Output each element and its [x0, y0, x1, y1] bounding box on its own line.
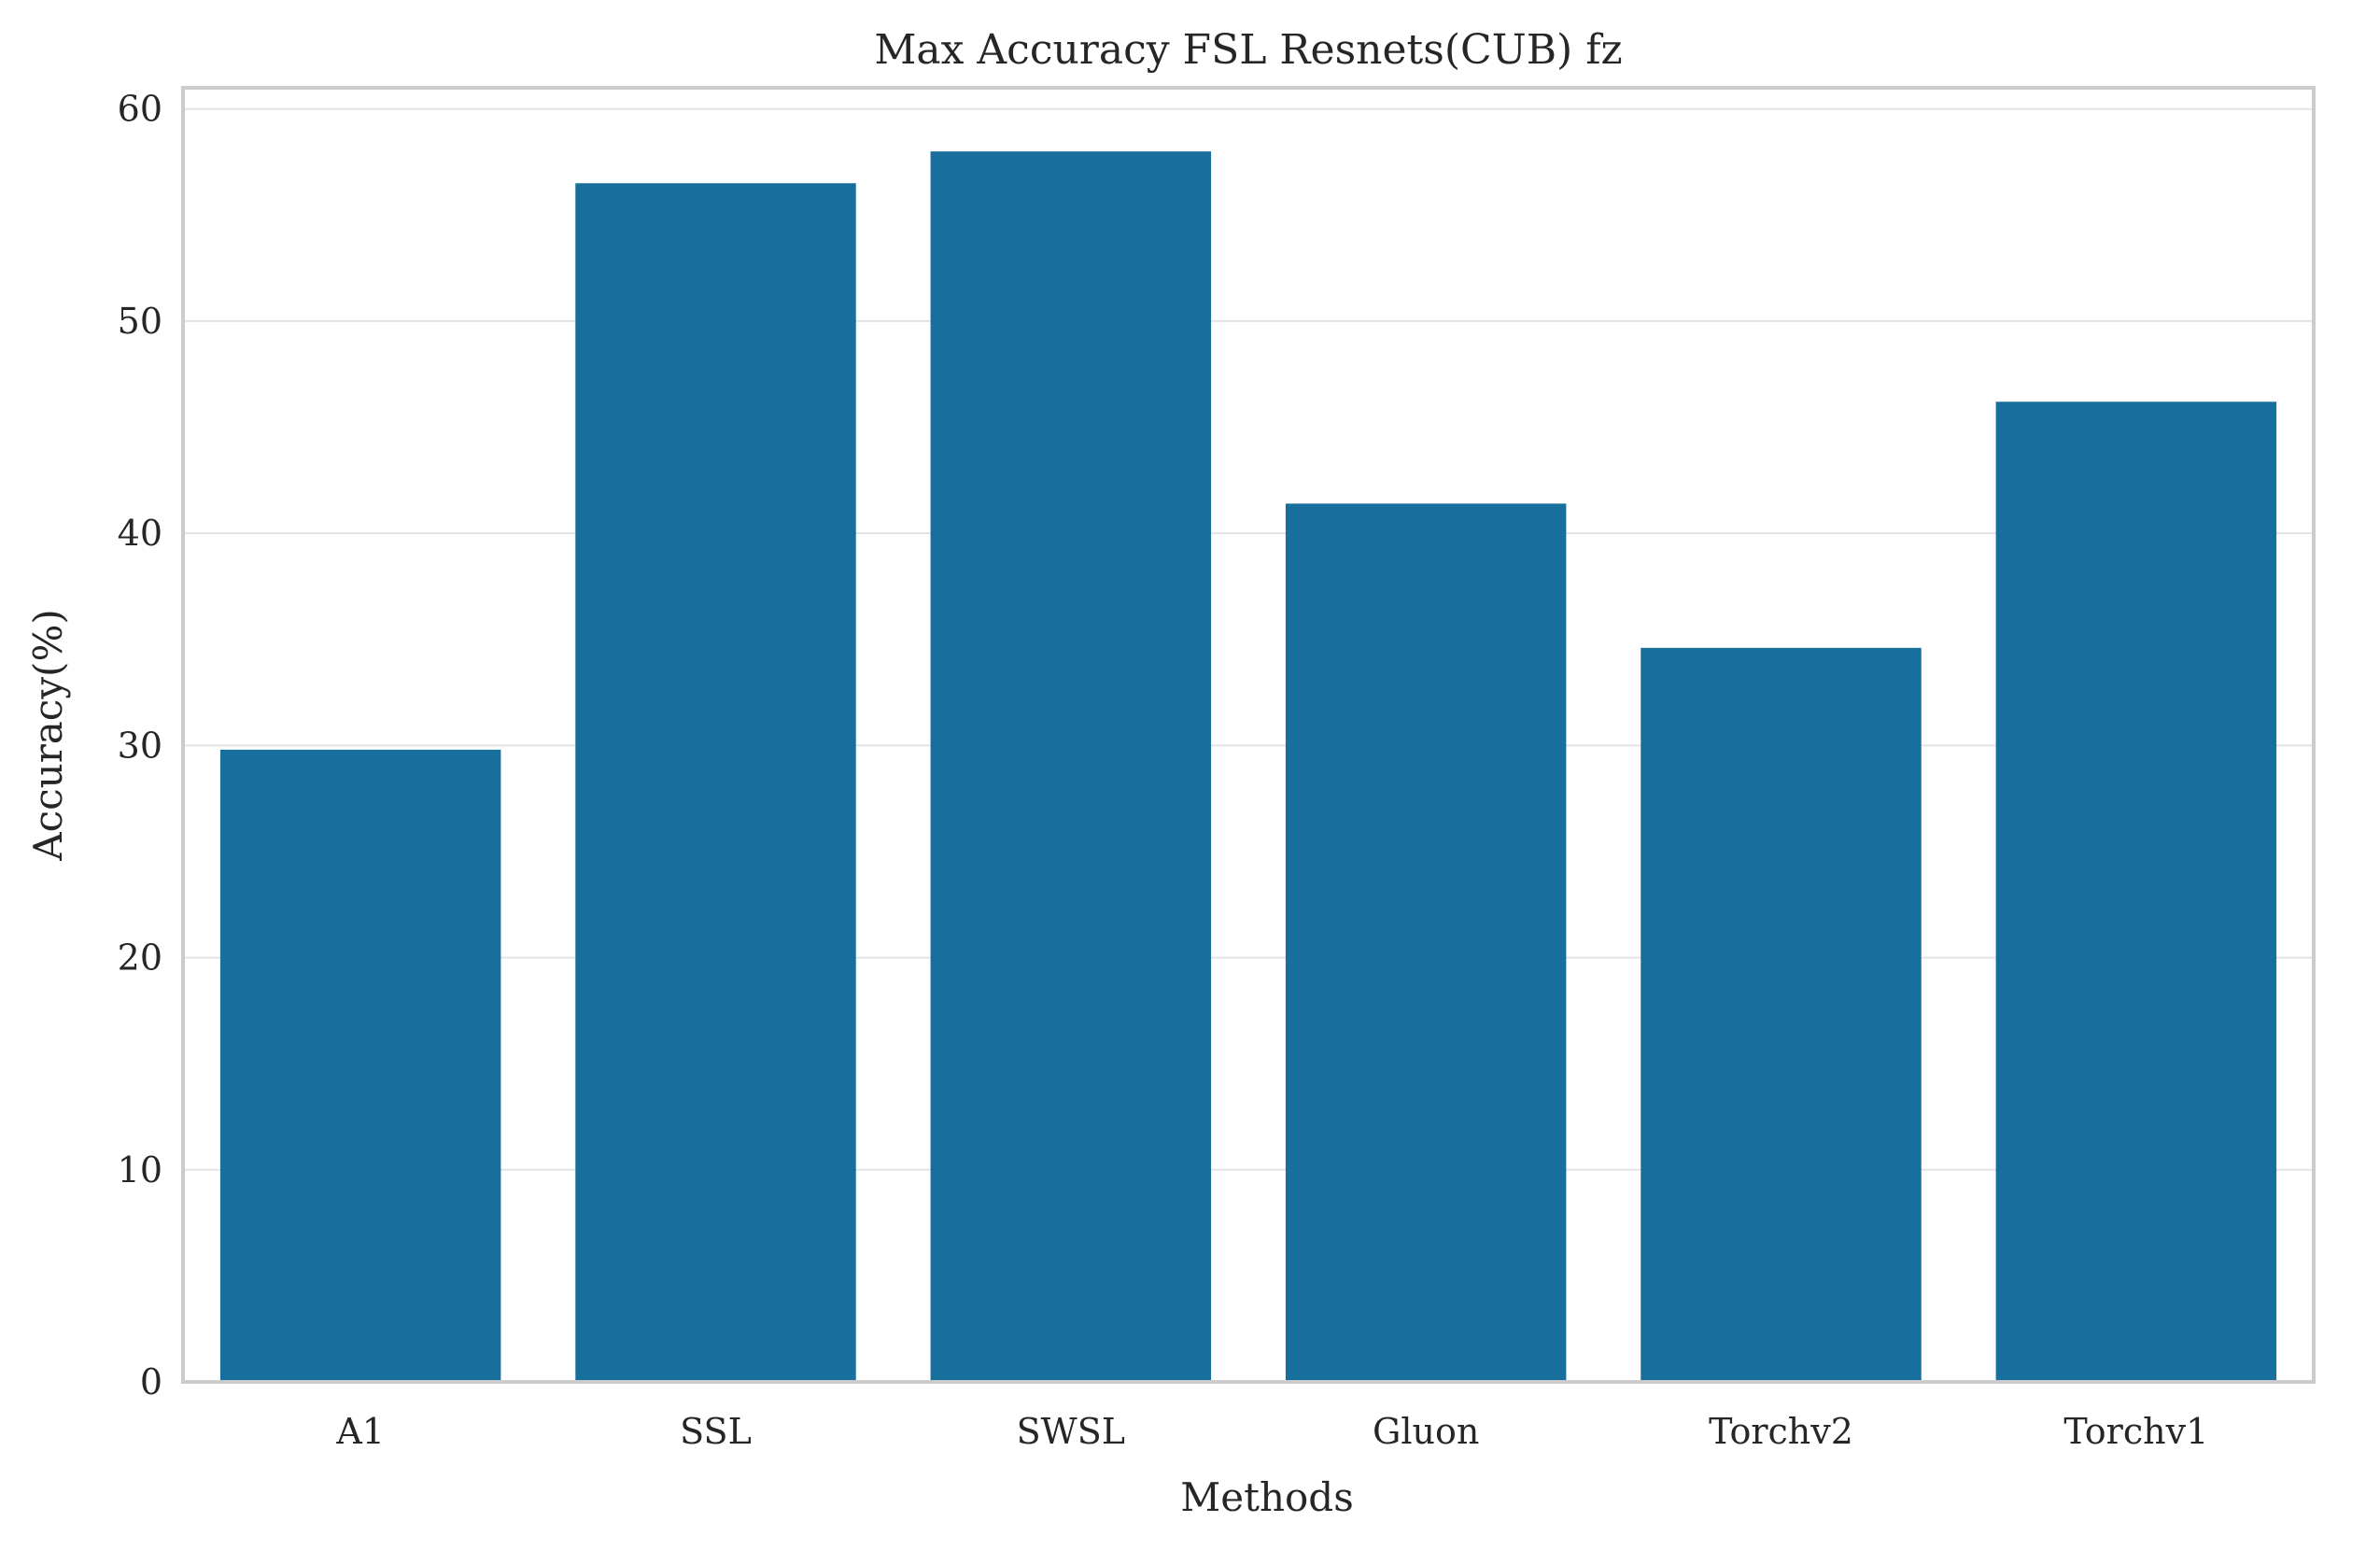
- y-tick-label: 60: [118, 89, 162, 130]
- y-tick-label: 0: [140, 1361, 162, 1402]
- y-tick-label: 10: [118, 1149, 162, 1191]
- x-tick-label: Gluon: [1373, 1411, 1479, 1452]
- bar-torchv2: [1641, 647, 1922, 1382]
- chart-title: Max Accuracy FSL Resnets(CUB) fz: [874, 26, 1622, 74]
- bars: [219, 151, 2277, 1383]
- x-tick-label: SSL: [680, 1411, 752, 1452]
- y-axis-label: Accuracy(%): [25, 609, 71, 861]
- bar-swsl: [930, 151, 1212, 1382]
- y-tick-label: 30: [118, 725, 162, 766]
- x-tick-labels: A1 SSL SWSL Gluon Torchv2 Torchv1: [335, 1411, 2208, 1452]
- x-tick-label: Torchv2: [1709, 1411, 1853, 1452]
- x-tick-label: Torchv1: [2063, 1411, 2208, 1452]
- plot-frame: [181, 86, 2316, 1384]
- grid-lines: [183, 107, 2314, 1171]
- bar-ssl: [575, 183, 856, 1383]
- x-tick-label: SWSL: [1017, 1411, 1125, 1452]
- y-tick-label: 50: [118, 301, 162, 342]
- bar-a1: [219, 749, 501, 1382]
- bar-torchv1: [1995, 402, 2277, 1383]
- y-tick-label: 40: [118, 513, 162, 554]
- y-tick-labels: 0 10 20 30 40 50 60: [118, 89, 162, 1402]
- y-tick-label: 20: [118, 937, 162, 979]
- bar-gluon: [1285, 503, 1567, 1382]
- x-tick-label: A1: [335, 1411, 385, 1452]
- x-axis-label: Methods: [1180, 1474, 1354, 1520]
